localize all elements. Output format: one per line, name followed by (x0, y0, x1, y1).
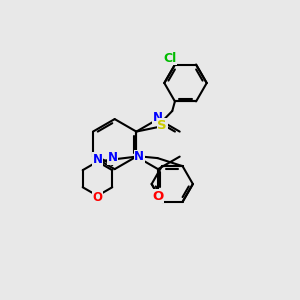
Text: N: N (108, 151, 118, 164)
Text: N: N (153, 111, 163, 124)
Text: N: N (134, 150, 144, 163)
Text: Cl: Cl (163, 52, 176, 65)
Text: N: N (92, 153, 103, 166)
Text: O: O (92, 191, 103, 204)
Text: O: O (152, 190, 164, 203)
Text: S: S (158, 118, 167, 132)
